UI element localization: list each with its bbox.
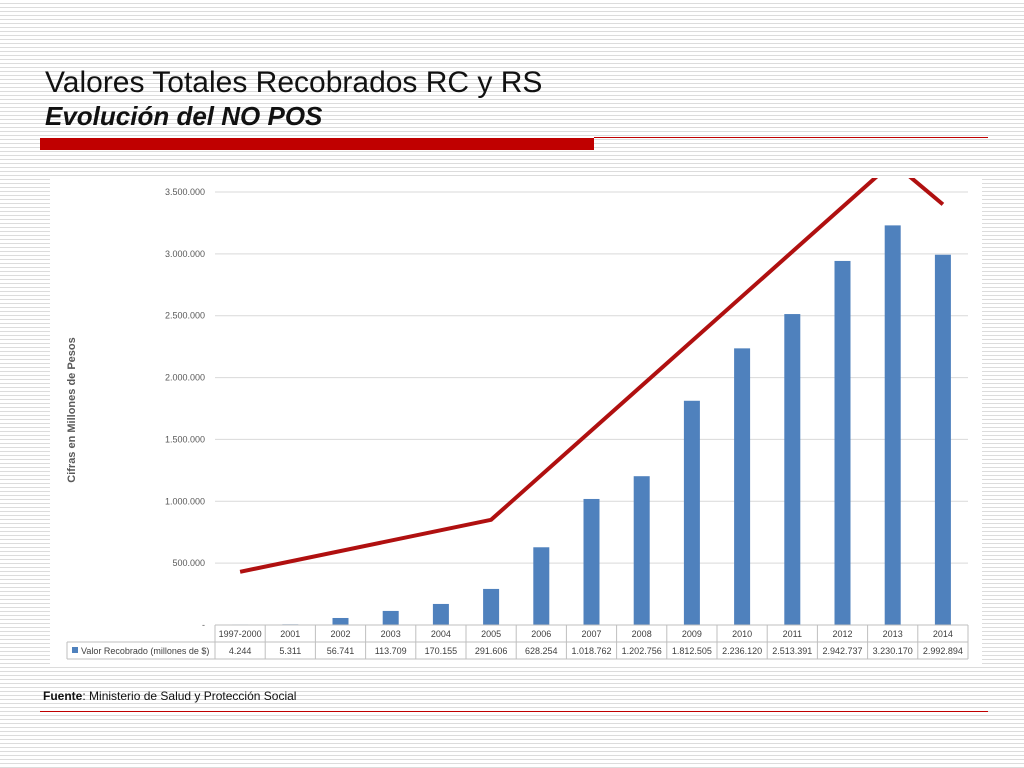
value-label: 3.230.170 <box>873 646 913 656</box>
bar <box>884 225 901 625</box>
bar <box>432 603 449 625</box>
value-label: 1.202.756 <box>622 646 662 656</box>
source-text: Ministerio de Salud y Protección Social <box>89 689 297 703</box>
y-tick-label: 1.500.000 <box>165 434 205 444</box>
bar <box>533 547 550 625</box>
category-label: 2003 <box>381 629 401 639</box>
y-tick-label: 500.000 <box>172 558 205 568</box>
value-label: 1.812.505 <box>672 646 712 656</box>
bar <box>382 610 399 625</box>
bar <box>934 254 951 625</box>
bar <box>633 476 650 625</box>
category-label: 2001 <box>280 629 300 639</box>
source-note: Fuente: Ministerio de Salud y Protección… <box>43 689 296 703</box>
value-label: 628.254 <box>525 646 558 656</box>
bar <box>784 314 801 625</box>
category-label: 2008 <box>632 629 652 639</box>
value-label: 1.018.762 <box>571 646 611 656</box>
category-label: 2014 <box>933 629 953 639</box>
category-label: 2002 <box>330 629 350 639</box>
value-label: 113.709 <box>375 646 407 656</box>
value-label: 5.311 <box>279 646 301 656</box>
category-label: 2009 <box>682 629 702 639</box>
source-separator: : <box>82 689 86 703</box>
category-label: 2013 <box>883 629 903 639</box>
bar-chart: - 500.000 1.000.000 1.500.000 2.000.000 2.500… <box>66 178 969 660</box>
chart-panel: - 500.000 1.000.000 1.500.000 2.000.000 2.500… <box>50 178 982 664</box>
category-label: 2005 <box>481 629 501 639</box>
bar <box>332 617 349 625</box>
y-tick-label: 2.000.000 <box>165 373 205 383</box>
bar <box>483 588 500 625</box>
title-divider-line <box>594 137 988 138</box>
data-table: 1997-2000 4.244 2001 5.311 2002 56.741 2003 113… <box>66 624 969 660</box>
y-tick-label: 2.500.000 <box>165 311 205 321</box>
bar <box>834 260 851 625</box>
source-label: Fuente <box>43 689 83 703</box>
legend-swatch <box>72 647 78 653</box>
y-tick-label: 3.500.000 <box>165 187 205 197</box>
y-tick-label: - <box>202 620 205 630</box>
y-axis-ticks: - 500.000 1.000.000 1.500.000 2.000.000 2.500… <box>165 187 205 630</box>
category-label: 2011 <box>783 629 802 639</box>
trend-line-group <box>239 178 945 574</box>
value-label: 170.155 <box>425 646 458 656</box>
value-label: 2.513.391 <box>772 646 812 656</box>
category-label: 1997-2000 <box>219 629 262 639</box>
y-tick-label: 1.000.000 <box>165 496 205 506</box>
footer-divider-line <box>40 711 988 712</box>
bar <box>734 348 751 625</box>
category-label: 2010 <box>732 629 752 639</box>
y-tick-label: 3.000.000 <box>165 249 205 259</box>
category-label: 2007 <box>581 629 601 639</box>
value-label: 291.606 <box>475 646 508 656</box>
trend-line <box>239 178 945 574</box>
slide-title: Valores Totales Recobrados RC y RS <box>45 66 543 99</box>
value-label: 2.942.737 <box>822 646 862 656</box>
slide-subtitle: Evolución del NO POS <box>45 101 323 131</box>
bars <box>232 225 951 625</box>
value-label: 4.244 <box>229 646 252 656</box>
legend-series-name: Valor Recobrado (millones de $) <box>81 646 209 656</box>
value-label: 56.741 <box>327 646 355 656</box>
bar <box>583 498 600 625</box>
category-label: 2006 <box>531 629 551 639</box>
category-label: 2004 <box>431 629 451 639</box>
bar <box>683 400 700 625</box>
grid-lines <box>215 191 968 564</box>
value-label: 2.236.120 <box>722 646 762 656</box>
title-accent-bar <box>40 138 594 150</box>
category-label: 2012 <box>832 629 852 639</box>
value-label: 2.992.894 <box>923 646 963 656</box>
y-axis-label: Cifras en Millones de Pesos <box>66 337 78 483</box>
